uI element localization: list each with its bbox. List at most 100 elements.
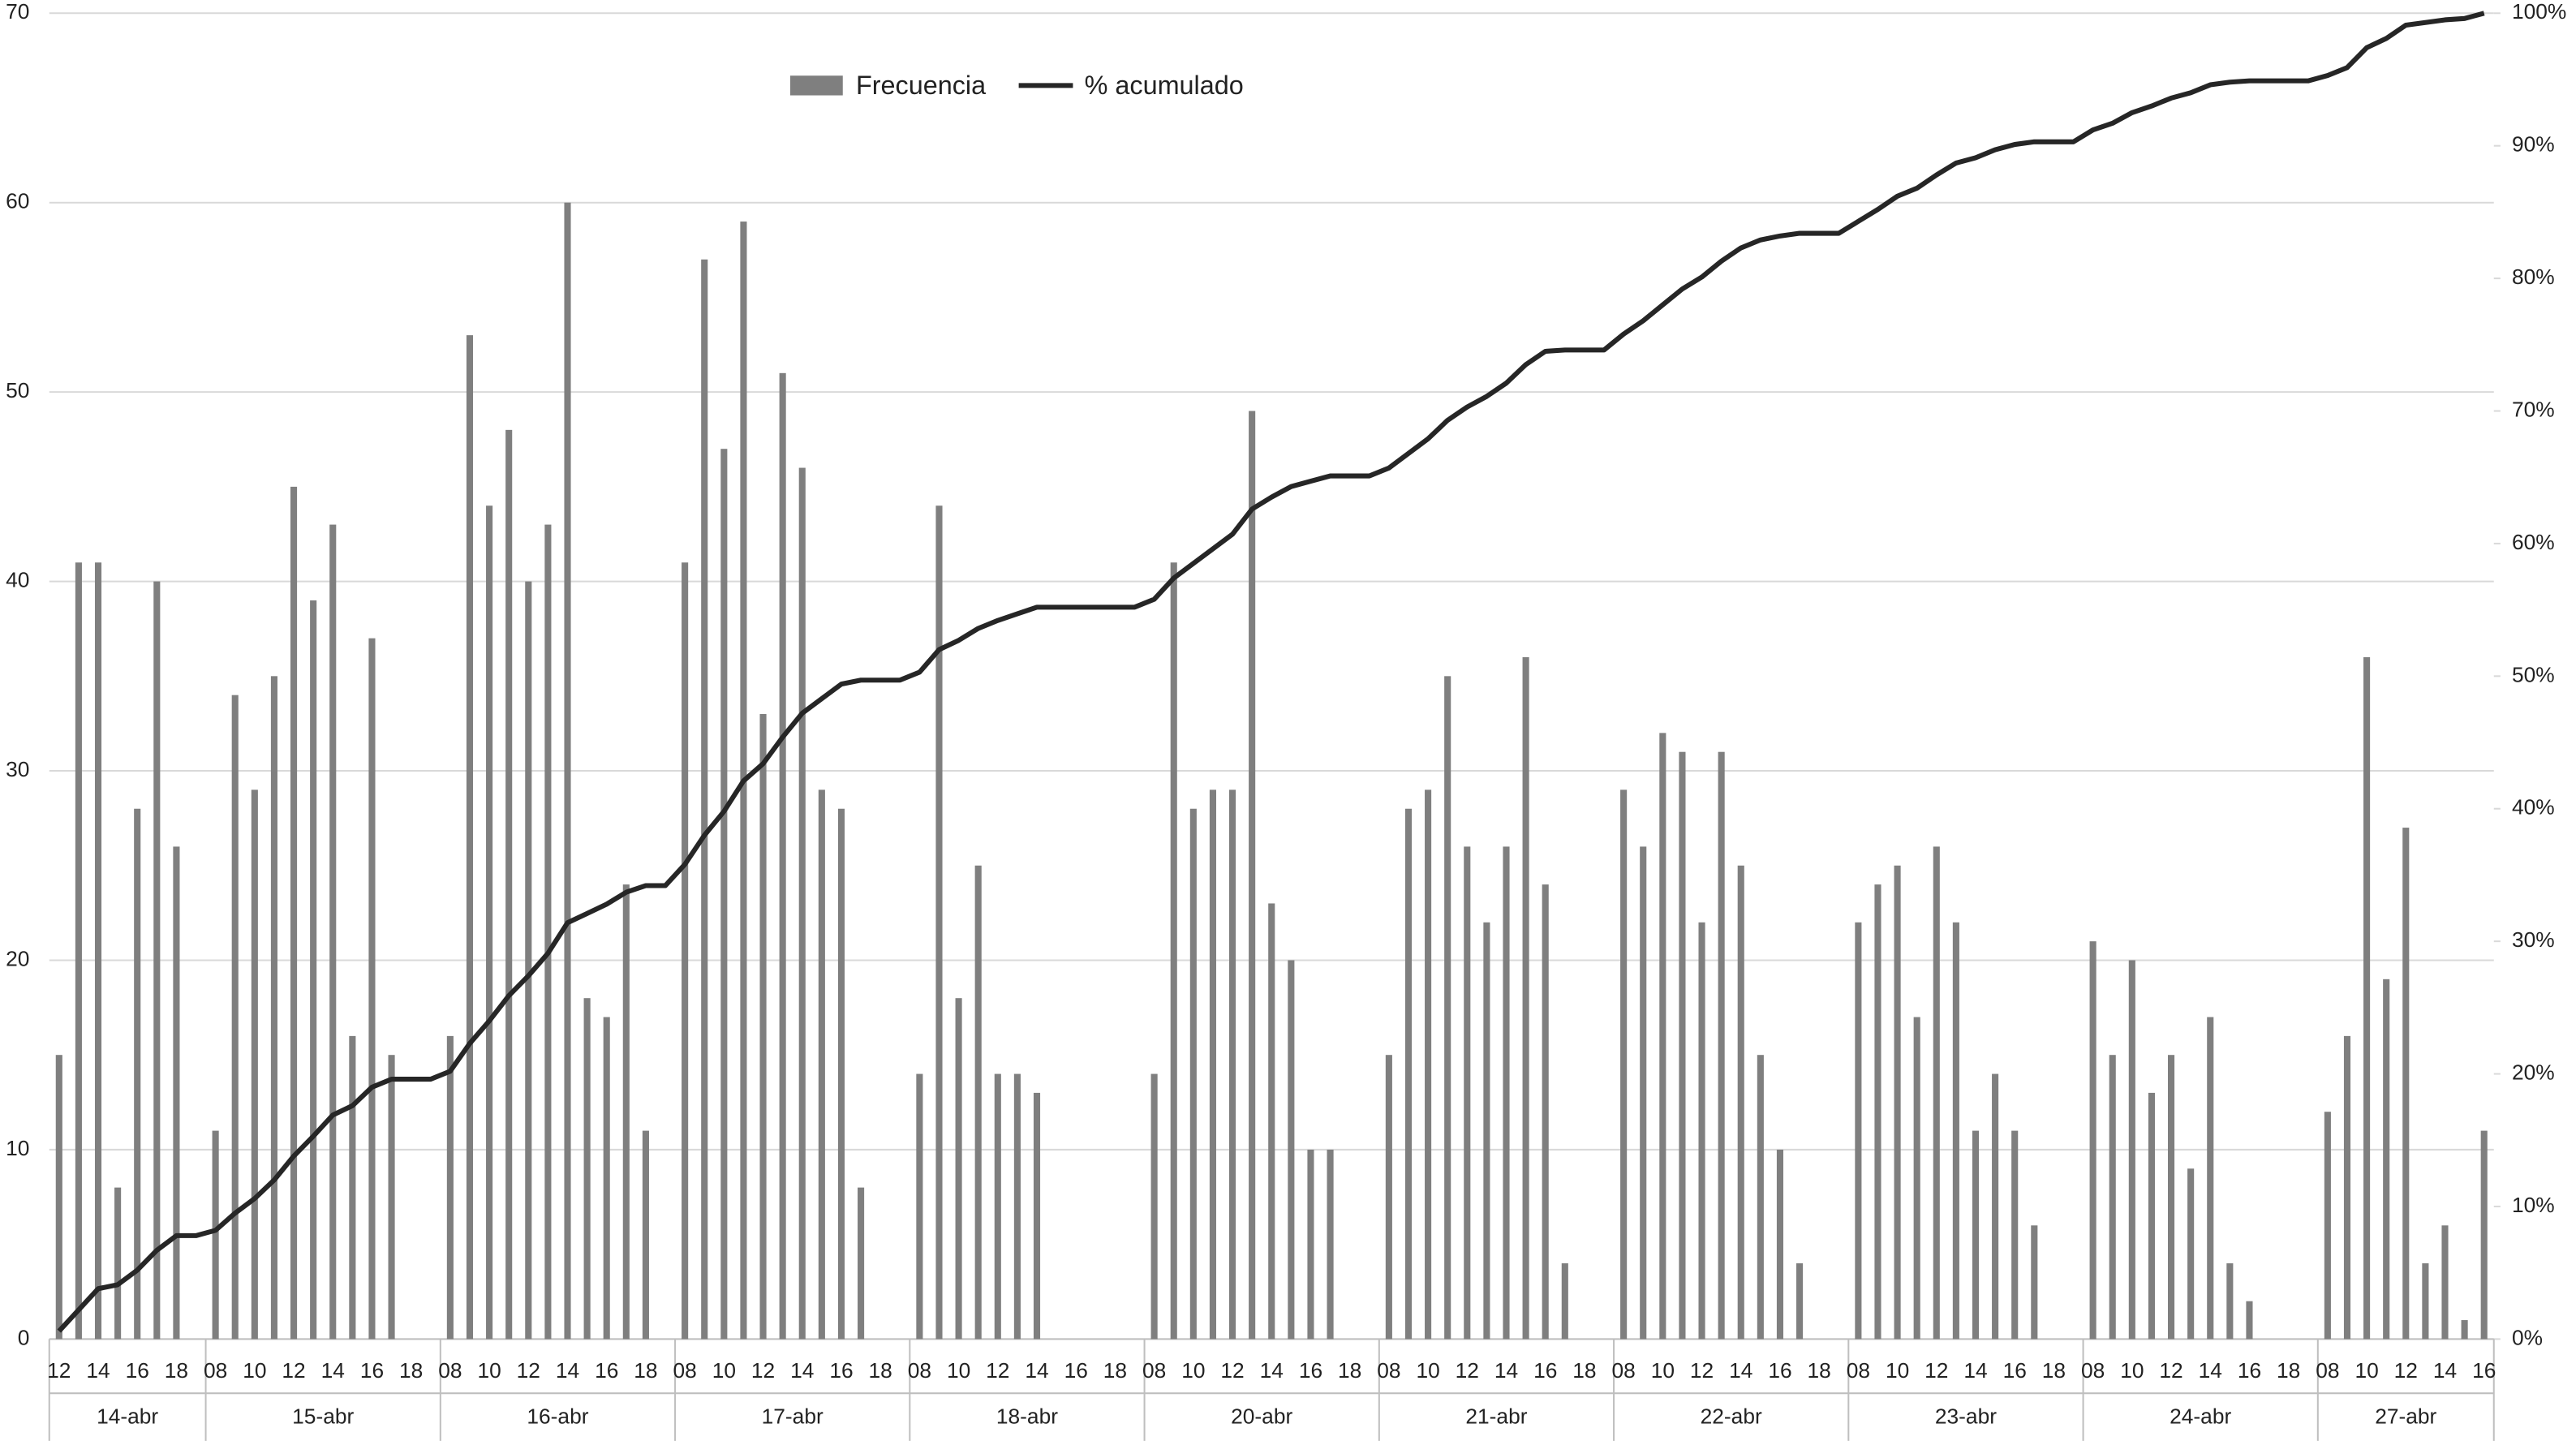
bar — [2480, 1130, 2488, 1340]
bar — [173, 846, 180, 1340]
group-label: 27-abr — [2375, 1404, 2436, 1429]
x-tick-label: 14 — [86, 1358, 110, 1383]
bar — [583, 998, 591, 1340]
bar — [2207, 1017, 2214, 1340]
y-tick-label: 60 — [6, 189, 29, 213]
bar — [290, 486, 298, 1340]
bar — [1444, 676, 1451, 1340]
x-tick-label: 16 — [595, 1358, 618, 1383]
x-tick-label: 16 — [1768, 1358, 1791, 1383]
bar — [349, 1035, 356, 1340]
x-tick-label: 08 — [1611, 1358, 1635, 1383]
bar — [1327, 1149, 1334, 1340]
bar — [1952, 922, 1959, 1340]
bar — [270, 676, 277, 1340]
x-tick-label: 08 — [2316, 1358, 2339, 1383]
y2-tick-label: 40% — [2512, 795, 2555, 819]
bar — [564, 202, 571, 1340]
x-tick-label: 18 — [2277, 1358, 2300, 1383]
y2-tick-label: 0% — [2512, 1325, 2543, 1349]
bar — [1855, 922, 1862, 1340]
x-tick-label: 18 — [634, 1358, 657, 1383]
bar — [779, 372, 786, 1340]
bar — [701, 259, 708, 1340]
x-tick-label: 14 — [321, 1358, 345, 1383]
x-tick-label: 12 — [751, 1358, 775, 1383]
x-tick-label: 08 — [908, 1358, 931, 1383]
x-tick-label: 16 — [1064, 1358, 1088, 1383]
x-tick-label: 12 — [986, 1358, 1009, 1383]
group-label: 15-abr — [292, 1404, 354, 1429]
x-tick-label: 16 — [829, 1358, 853, 1383]
bar — [2187, 1168, 2195, 1340]
bar — [1189, 808, 1197, 1340]
x-tick-label: 18 — [1572, 1358, 1596, 1383]
bar — [134, 808, 141, 1340]
bar — [2422, 1262, 2429, 1340]
group-label: 14-abr — [97, 1404, 158, 1429]
x-tick-label: 10 — [1886, 1358, 1909, 1383]
bar — [642, 1130, 649, 1340]
x-tick-label: 14 — [2433, 1358, 2457, 1383]
bar — [1933, 846, 1940, 1340]
bar — [310, 600, 317, 1340]
group-label: 18-abr — [996, 1404, 1058, 1429]
y-tick-label: 30 — [6, 757, 29, 781]
x-tick-label: 14 — [1025, 1358, 1048, 1383]
y-tick-label: 20 — [6, 946, 29, 970]
y2-tick-label: 80% — [2512, 265, 2555, 289]
bar — [818, 789, 825, 1340]
bar — [603, 1017, 610, 1340]
x-tick-label: 12 — [1924, 1358, 1948, 1383]
y2-tick-label: 70% — [2512, 397, 2555, 421]
bar — [1561, 1262, 1568, 1340]
bar — [544, 524, 552, 1340]
x-tick-label: 12 — [1690, 1358, 1714, 1383]
bar — [858, 1187, 865, 1340]
x-tick-label: 10 — [2355, 1358, 2378, 1383]
x-tick-label: 12 — [2159, 1358, 2183, 1383]
bar — [798, 467, 806, 1340]
bar — [1288, 960, 1295, 1340]
bar — [2363, 656, 2371, 1340]
bar — [759, 714, 767, 1340]
bar — [1307, 1149, 1314, 1340]
x-tick-label: 10 — [1651, 1358, 1675, 1383]
group-label: 23-abr — [1935, 1404, 1997, 1429]
group-label: 21-abr — [1465, 1404, 1527, 1429]
line — [57, 11, 2485, 1333]
x-tick-label: 08 — [438, 1358, 462, 1383]
x-tick-label: 10 — [1181, 1358, 1205, 1383]
x-tick-label: 08 — [2081, 1358, 2105, 1383]
bar — [55, 1055, 62, 1340]
bar — [1718, 751, 1725, 1340]
x-tick-label: 08 — [1377, 1358, 1400, 1383]
x-tick-label: 16 — [1533, 1358, 1557, 1383]
x-tick-label: 12 — [1456, 1358, 1479, 1383]
x-tick-label: 10 — [1416, 1358, 1439, 1383]
bar — [388, 1055, 395, 1340]
bar — [446, 1035, 454, 1340]
x-tick-label: 18 — [869, 1358, 892, 1383]
legend-label: Frecuencia — [856, 71, 986, 100]
group-label: 24-abr — [2170, 1404, 2231, 1429]
bar — [1170, 562, 1177, 1340]
x-tick-label: 16 — [2003, 1358, 2027, 1383]
bar — [153, 581, 161, 1340]
bar — [525, 581, 532, 1340]
x-tick-label: 14 — [1729, 1358, 1752, 1383]
bar — [2343, 1035, 2351, 1340]
x-tick-label: 16 — [2238, 1358, 2261, 1383]
x-tick-label: 10 — [243, 1358, 266, 1383]
bar — [935, 505, 943, 1340]
bar — [1776, 1149, 1784, 1340]
bar — [1150, 1073, 1158, 1340]
bar — [2031, 1225, 2038, 1340]
bar — [1522, 656, 1529, 1340]
x-tick-label: 14 — [1963, 1358, 1987, 1383]
y-tick-label: 0 — [18, 1325, 30, 1349]
bar — [368, 638, 376, 1340]
bar — [2167, 1055, 2175, 1340]
bar — [1659, 733, 1666, 1340]
